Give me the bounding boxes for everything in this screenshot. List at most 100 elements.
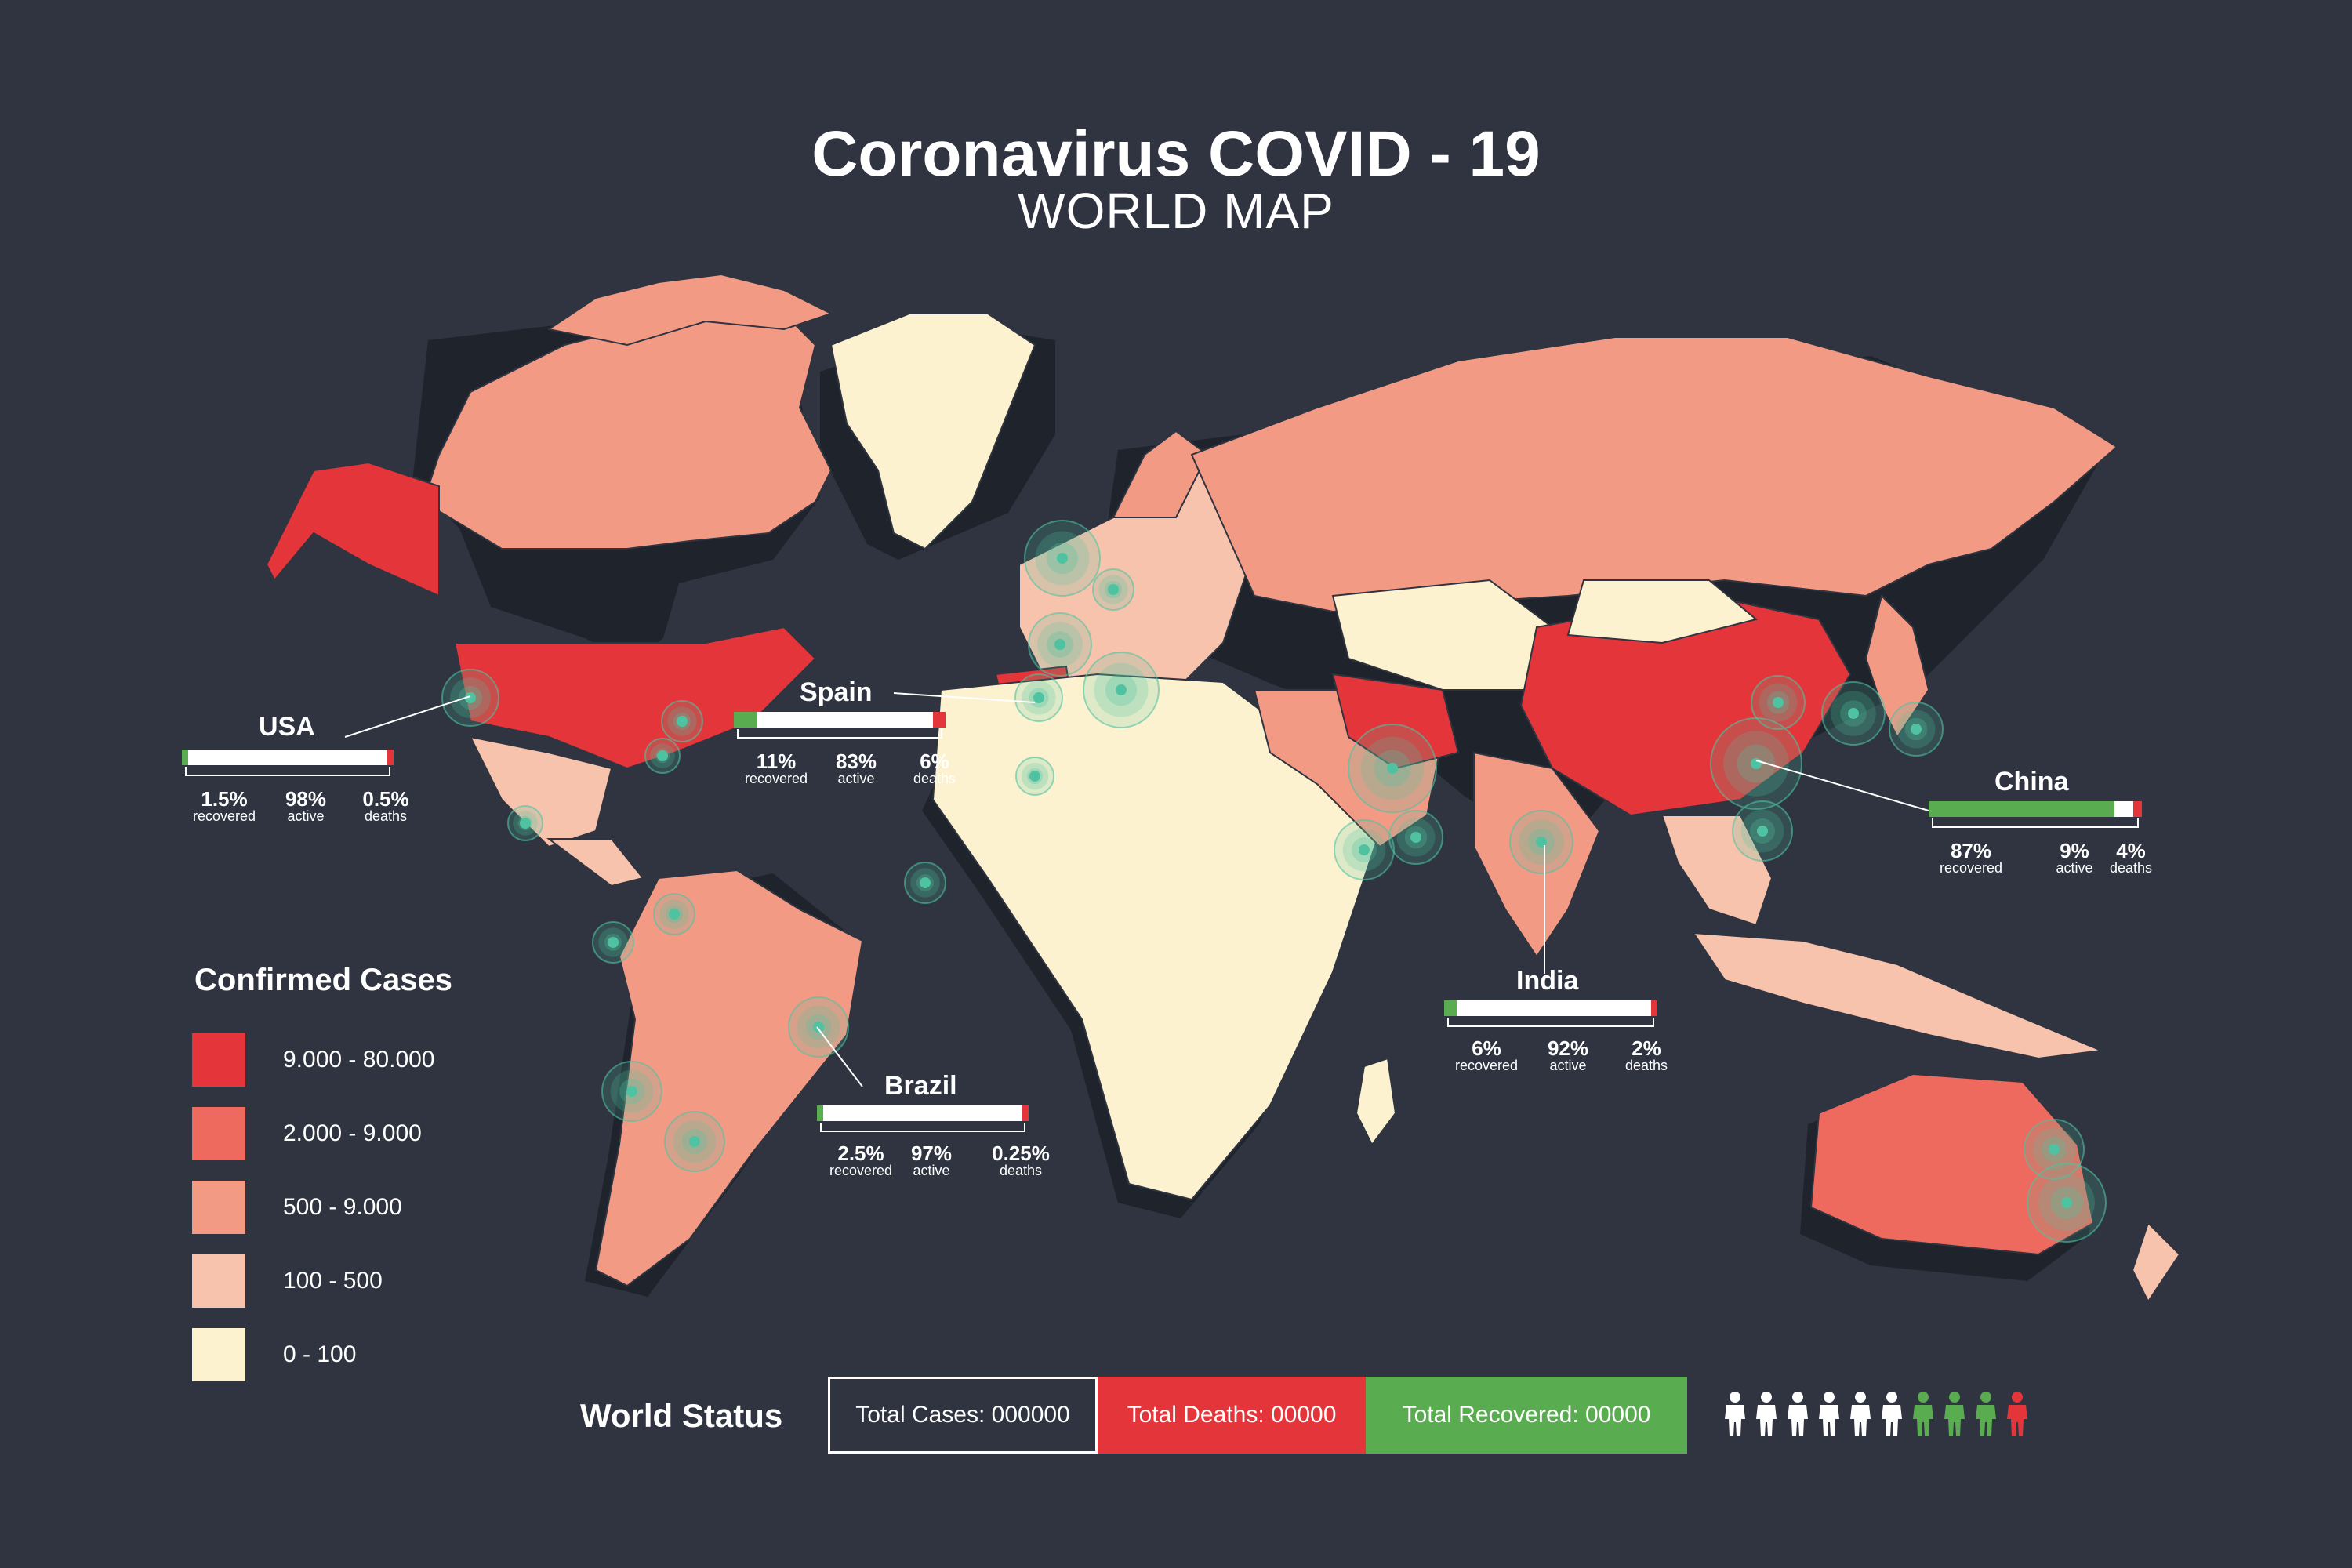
stat-label: active [287,808,325,824]
hotspot-marker [664,1111,725,1172]
person-icon [1882,1392,1902,1436]
country-name-spain: Spain [800,677,873,707]
person-icon [1944,1392,1965,1436]
legend-swatch [192,1181,245,1234]
legend-item: 9.000 - 80.000 [192,1033,435,1087]
region-indonesia [1692,931,2104,1060]
country-name-usa: USA [259,712,315,742]
total-deaths-box: Total Deaths: 00000 [1098,1377,1366,1454]
region-alaska [265,461,440,597]
person-icon [1913,1392,1933,1436]
stat-value: 98% [285,787,327,811]
hotspot-markers [441,520,2107,1243]
stat-active: 83% active [809,751,903,786]
stat-value: 92% [1547,1036,1589,1060]
region-scandinavia [1112,430,1209,518]
stat-value: 0.5% [362,787,409,811]
hotspot-marker [1348,724,1437,813]
bar-segment-active [757,712,933,728]
region-south-america [594,869,864,1287]
stat-value: 9% [2060,839,2089,862]
legend-swatch [192,1328,245,1381]
hotspot-marker [1710,717,1802,810]
country-bar-india [1444,1000,1657,1016]
stat-label: recovered [1454,1058,1519,1073]
bar-segment-recovered [182,750,188,765]
hotspot-marker [1083,652,1160,728]
stat-value: 4% [2116,839,2146,862]
stat-label: active [837,771,875,786]
hotspot-marker [904,862,946,904]
region-southeast-asia [1661,815,1773,927]
hotspot-marker [601,1061,662,1122]
stat-value: 11% [756,750,797,773]
region-japan [1864,594,1930,739]
region-arctic-islands [546,273,833,347]
region-australia [1809,1073,2095,1256]
stat-label: deaths [2109,860,2153,876]
page-subtitle: WORLD MAP [1018,183,1334,239]
bar-segment-active [2114,801,2134,817]
bar-segment-active [188,750,387,765]
region-new-zealand [2131,1221,2181,1303]
stat-label: recovered [744,771,808,786]
bar-segment-recovered [1929,801,2114,817]
region-madagascar [1355,1057,1397,1146]
hotspot-marker [661,700,703,742]
page-title: Coronavirus COVID - 19 [811,118,1541,190]
stat-deaths: 0.25% deaths [974,1143,1068,1178]
legend-item: 0 - 100 [192,1328,356,1381]
hotspot-marker [1889,702,1944,757]
stat-label: recovered [829,1163,893,1178]
region-china [1519,594,1852,817]
stat-value: 87% [1950,839,1992,862]
hotspot-marker [1092,568,1134,611]
stat-recovered: 6% recovered [1439,1038,1534,1073]
hotspot-marker [507,805,543,841]
hotspot-marker [1028,612,1092,677]
stat-bracket [185,767,390,776]
stat-bracket [737,729,942,739]
hotspot-marker [1821,681,1886,746]
region-mongolia [1566,579,1759,644]
stat-value: 1.5% [201,787,248,811]
stat-label: deaths [364,808,408,824]
person-icon [1976,1392,1996,1436]
bar-segment-deaths [932,712,946,728]
person-icon [2007,1392,2027,1436]
legend-title: Confirmed Cases [194,963,452,997]
country-name-china: China [1994,767,2069,797]
stat-active: 98% active [259,789,353,823]
stat-label: deaths [1624,1058,1668,1073]
legend-item: 100 - 500 [192,1254,383,1308]
person-icon [1756,1392,1777,1436]
hotspot-marker [653,893,695,935]
bar-segment-active [1457,1000,1651,1016]
stat-active: 92% active [1521,1038,1615,1073]
stat-active: 97% active [884,1143,978,1178]
hotspot-marker [788,996,849,1058]
stat-bracket [820,1123,1025,1132]
stat-bracket [1447,1018,1654,1027]
bar-segment-recovered [1444,1000,1457,1016]
person-icon [1725,1392,1745,1436]
bar-segment-deaths [1650,1000,1657,1016]
stat-recovered: 87% recovered [1924,840,2018,875]
legend-item: 500 - 9.000 [192,1181,402,1234]
stat-label: recovered [1939,860,2003,876]
stat-value: 2.5% [837,1142,884,1165]
legend-swatch [192,1254,245,1308]
world-status-label: World Status [580,1397,783,1434]
region-africa [931,673,1381,1201]
stat-value: 0.25% [992,1142,1050,1165]
hotspot-marker [1334,819,1395,880]
bar-segment-deaths [1022,1105,1029,1121]
legend-label: 0 - 100 [283,1341,357,1367]
stat-label: active [913,1163,950,1178]
country-bar-brazil [817,1105,1029,1121]
bar-segment-deaths [387,750,394,765]
legend-swatch [192,1033,245,1087]
hotspot-marker [1388,810,1443,865]
stat-deaths: 0.5% deaths [339,789,433,823]
